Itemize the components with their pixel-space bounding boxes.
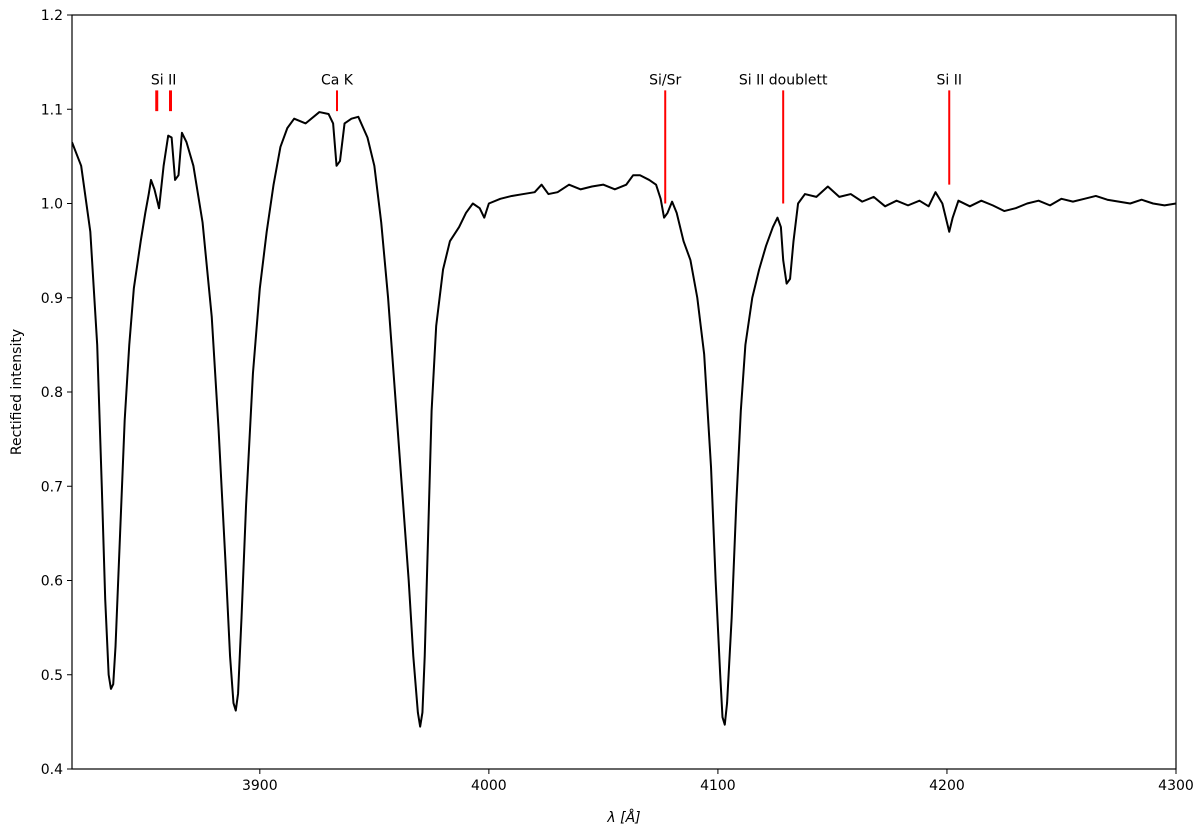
- y-tick-label-3: 0.7: [41, 479, 63, 495]
- line-mark-label-1: Ca K: [321, 72, 354, 88]
- x-tick-label-4: 4300: [1158, 778, 1194, 794]
- y-tick-label-2: 0.6: [41, 574, 63, 590]
- y-tick-label-0: 0.4: [41, 762, 63, 778]
- line-mark-label-3: Si II doublett: [739, 72, 828, 88]
- x-tick-label-3: 4200: [929, 778, 965, 794]
- x-tick-label-1: 4000: [471, 778, 507, 794]
- plot-area: Si II Ca K Si/Sr Si II doublett Si II: [72, 72, 1176, 728]
- y-tick-label-8: 1.2: [41, 8, 63, 24]
- line-mark-label-4: Si II: [937, 72, 962, 88]
- y-tick-label-1: 0.5: [41, 668, 63, 684]
- x-tick-label-2: 4100: [700, 778, 736, 794]
- plot-frame: [71, 14, 1177, 770]
- y-tick-label-4: 0.8: [41, 385, 63, 401]
- y-tick-label-6: 1.0: [41, 197, 63, 213]
- y-tick-label-7: 1.1: [41, 102, 63, 118]
- line-mark-label-2: Si/Sr: [649, 72, 681, 88]
- axes: 3900 4000 4100 4200 4300 0.4 0.5 0.6 0.7 0.8 0.9 1.…: [41, 8, 1194, 794]
- y-axis-label: Rectified intensity: [9, 329, 25, 455]
- x-axis-label: λ [Å]: [606, 809, 640, 826]
- spectrum-line-0: [72, 111, 1176, 728]
- y-tick-label-5: 0.9: [41, 291, 63, 307]
- line-mark-label-0: Si II: [151, 72, 176, 88]
- x-tick-label-0: 3900: [242, 778, 278, 794]
